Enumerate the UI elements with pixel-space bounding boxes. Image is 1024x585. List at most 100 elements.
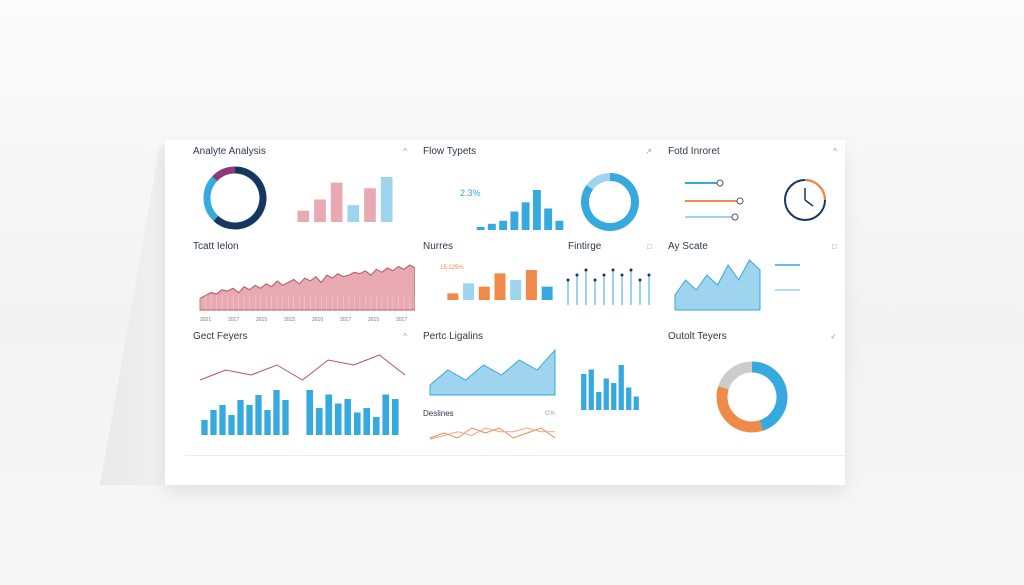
collapse-icon[interactable]: ^ <box>833 147 837 156</box>
bar <box>581 374 587 410</box>
point <box>638 278 642 282</box>
window-icon[interactable]: □ <box>647 242 652 251</box>
bar <box>555 220 564 230</box>
bar <box>391 399 399 435</box>
bar <box>297 210 310 222</box>
bar <box>541 286 553 300</box>
bar <box>347 205 360 222</box>
fotd-chart <box>685 179 826 221</box>
ayscate-chart <box>674 259 800 311</box>
x-tick-label: 2017 <box>340 317 351 323</box>
line-series <box>199 354 406 381</box>
collapse-icon[interactable]: ^ <box>403 147 407 156</box>
bar <box>344 399 352 435</box>
line-series <box>429 427 555 440</box>
pie-slice <box>751 361 788 431</box>
window-icon[interactable]: □ <box>832 242 837 251</box>
panel-pertc: Pertc Ligalins Deslines C% <box>415 325 661 456</box>
deslines-icon[interactable]: C% <box>545 411 555 417</box>
panel-title: Fotd Inroret <box>668 146 720 157</box>
pie-slice <box>718 361 753 390</box>
panel-title: Fintirge <box>568 241 602 252</box>
collapse-icon[interactable]: ^ <box>403 332 407 341</box>
deslines-title: Deslines <box>423 409 454 418</box>
analyte-chart <box>203 166 393 230</box>
area-series <box>199 264 415 311</box>
bar <box>487 223 496 230</box>
point <box>611 268 615 272</box>
point <box>593 278 597 282</box>
bar <box>314 199 326 222</box>
nurres-chart <box>447 270 553 300</box>
bar <box>353 412 361 435</box>
pie-slice <box>581 173 639 231</box>
pertc-chart <box>429 348 639 440</box>
line-series <box>429 427 556 439</box>
flow-value: 2.3% <box>460 188 481 198</box>
bar <box>510 211 519 230</box>
panel-analyte: Analyte Analysis ^ <box>185 140 416 236</box>
bar <box>478 286 490 300</box>
slider-handle[interactable] <box>716 179 724 187</box>
bar <box>325 394 333 435</box>
point <box>620 273 624 277</box>
bar <box>210 410 217 435</box>
panel-tcatt: Tcatt Ielon 2021 2017 2015 2015 2010 2017 2015… <box>185 235 416 326</box>
bar <box>382 394 390 435</box>
point <box>647 273 651 277</box>
panel-title: Tcatt Ielon <box>193 241 239 252</box>
point <box>602 273 606 277</box>
point <box>575 273 579 277</box>
panel-title: Analyte Analysis <box>193 146 266 157</box>
panel-fotd: Fotd Inroret ^ <box>660 140 845 236</box>
bar <box>596 392 602 410</box>
x-tick-label: 2017 <box>228 317 239 323</box>
x-tick-label: 2015 <box>284 317 295 323</box>
panel-ayscate: Ay Scate □ <box>660 235 845 326</box>
panel-title: Gect Feyers <box>193 331 248 342</box>
pie-slice <box>586 173 611 190</box>
bar <box>463 283 475 300</box>
bar <box>264 410 271 435</box>
bar <box>633 396 639 410</box>
panel-flow: Flow Typets ↗ 2.3% <box>415 140 661 236</box>
bar <box>447 293 459 300</box>
bar <box>603 378 609 410</box>
bar <box>363 408 371 435</box>
bar <box>525 270 537 300</box>
area-series <box>674 259 761 311</box>
area-series <box>429 348 556 396</box>
bar <box>521 202 530 230</box>
slider-handle[interactable] <box>736 197 744 205</box>
slider-handle[interactable] <box>731 213 739 221</box>
bar <box>510 280 522 300</box>
panel-title: Nurres <box>423 241 454 252</box>
panel-title: Ay Scate <box>668 241 708 252</box>
bar <box>364 188 376 222</box>
bar <box>315 408 323 435</box>
bar <box>611 383 617 410</box>
pie-slice <box>212 166 236 182</box>
x-tick-label: 2021 <box>200 317 211 323</box>
bar <box>306 390 314 435</box>
pie-slice <box>716 386 763 433</box>
panel-outolt: Outolt Teyers ✓ <box>660 325 845 456</box>
bar <box>532 190 541 230</box>
x-tick-label: 2015 <box>368 317 379 323</box>
outolt-chart <box>716 361 788 433</box>
dashboard-board: Analyte Analysis ^ Flow Typets ↗ 2.3% Fo… <box>165 140 845 485</box>
bar <box>237 400 244 435</box>
bar <box>618 365 624 410</box>
bar <box>330 182 343 222</box>
point <box>584 268 588 272</box>
panel-title: Flow Typets <box>423 146 477 157</box>
expand-icon[interactable]: ↗ <box>645 147 652 156</box>
bar <box>273 390 280 435</box>
bar <box>228 415 235 435</box>
bar <box>380 177 393 222</box>
x-tick-label: 2010 <box>312 317 323 323</box>
panel-fintirge: Fintirge □ <box>560 235 661 326</box>
pie-slice <box>213 166 267 230</box>
check-icon[interactable]: ✓ <box>830 332 837 341</box>
bar <box>282 400 289 435</box>
